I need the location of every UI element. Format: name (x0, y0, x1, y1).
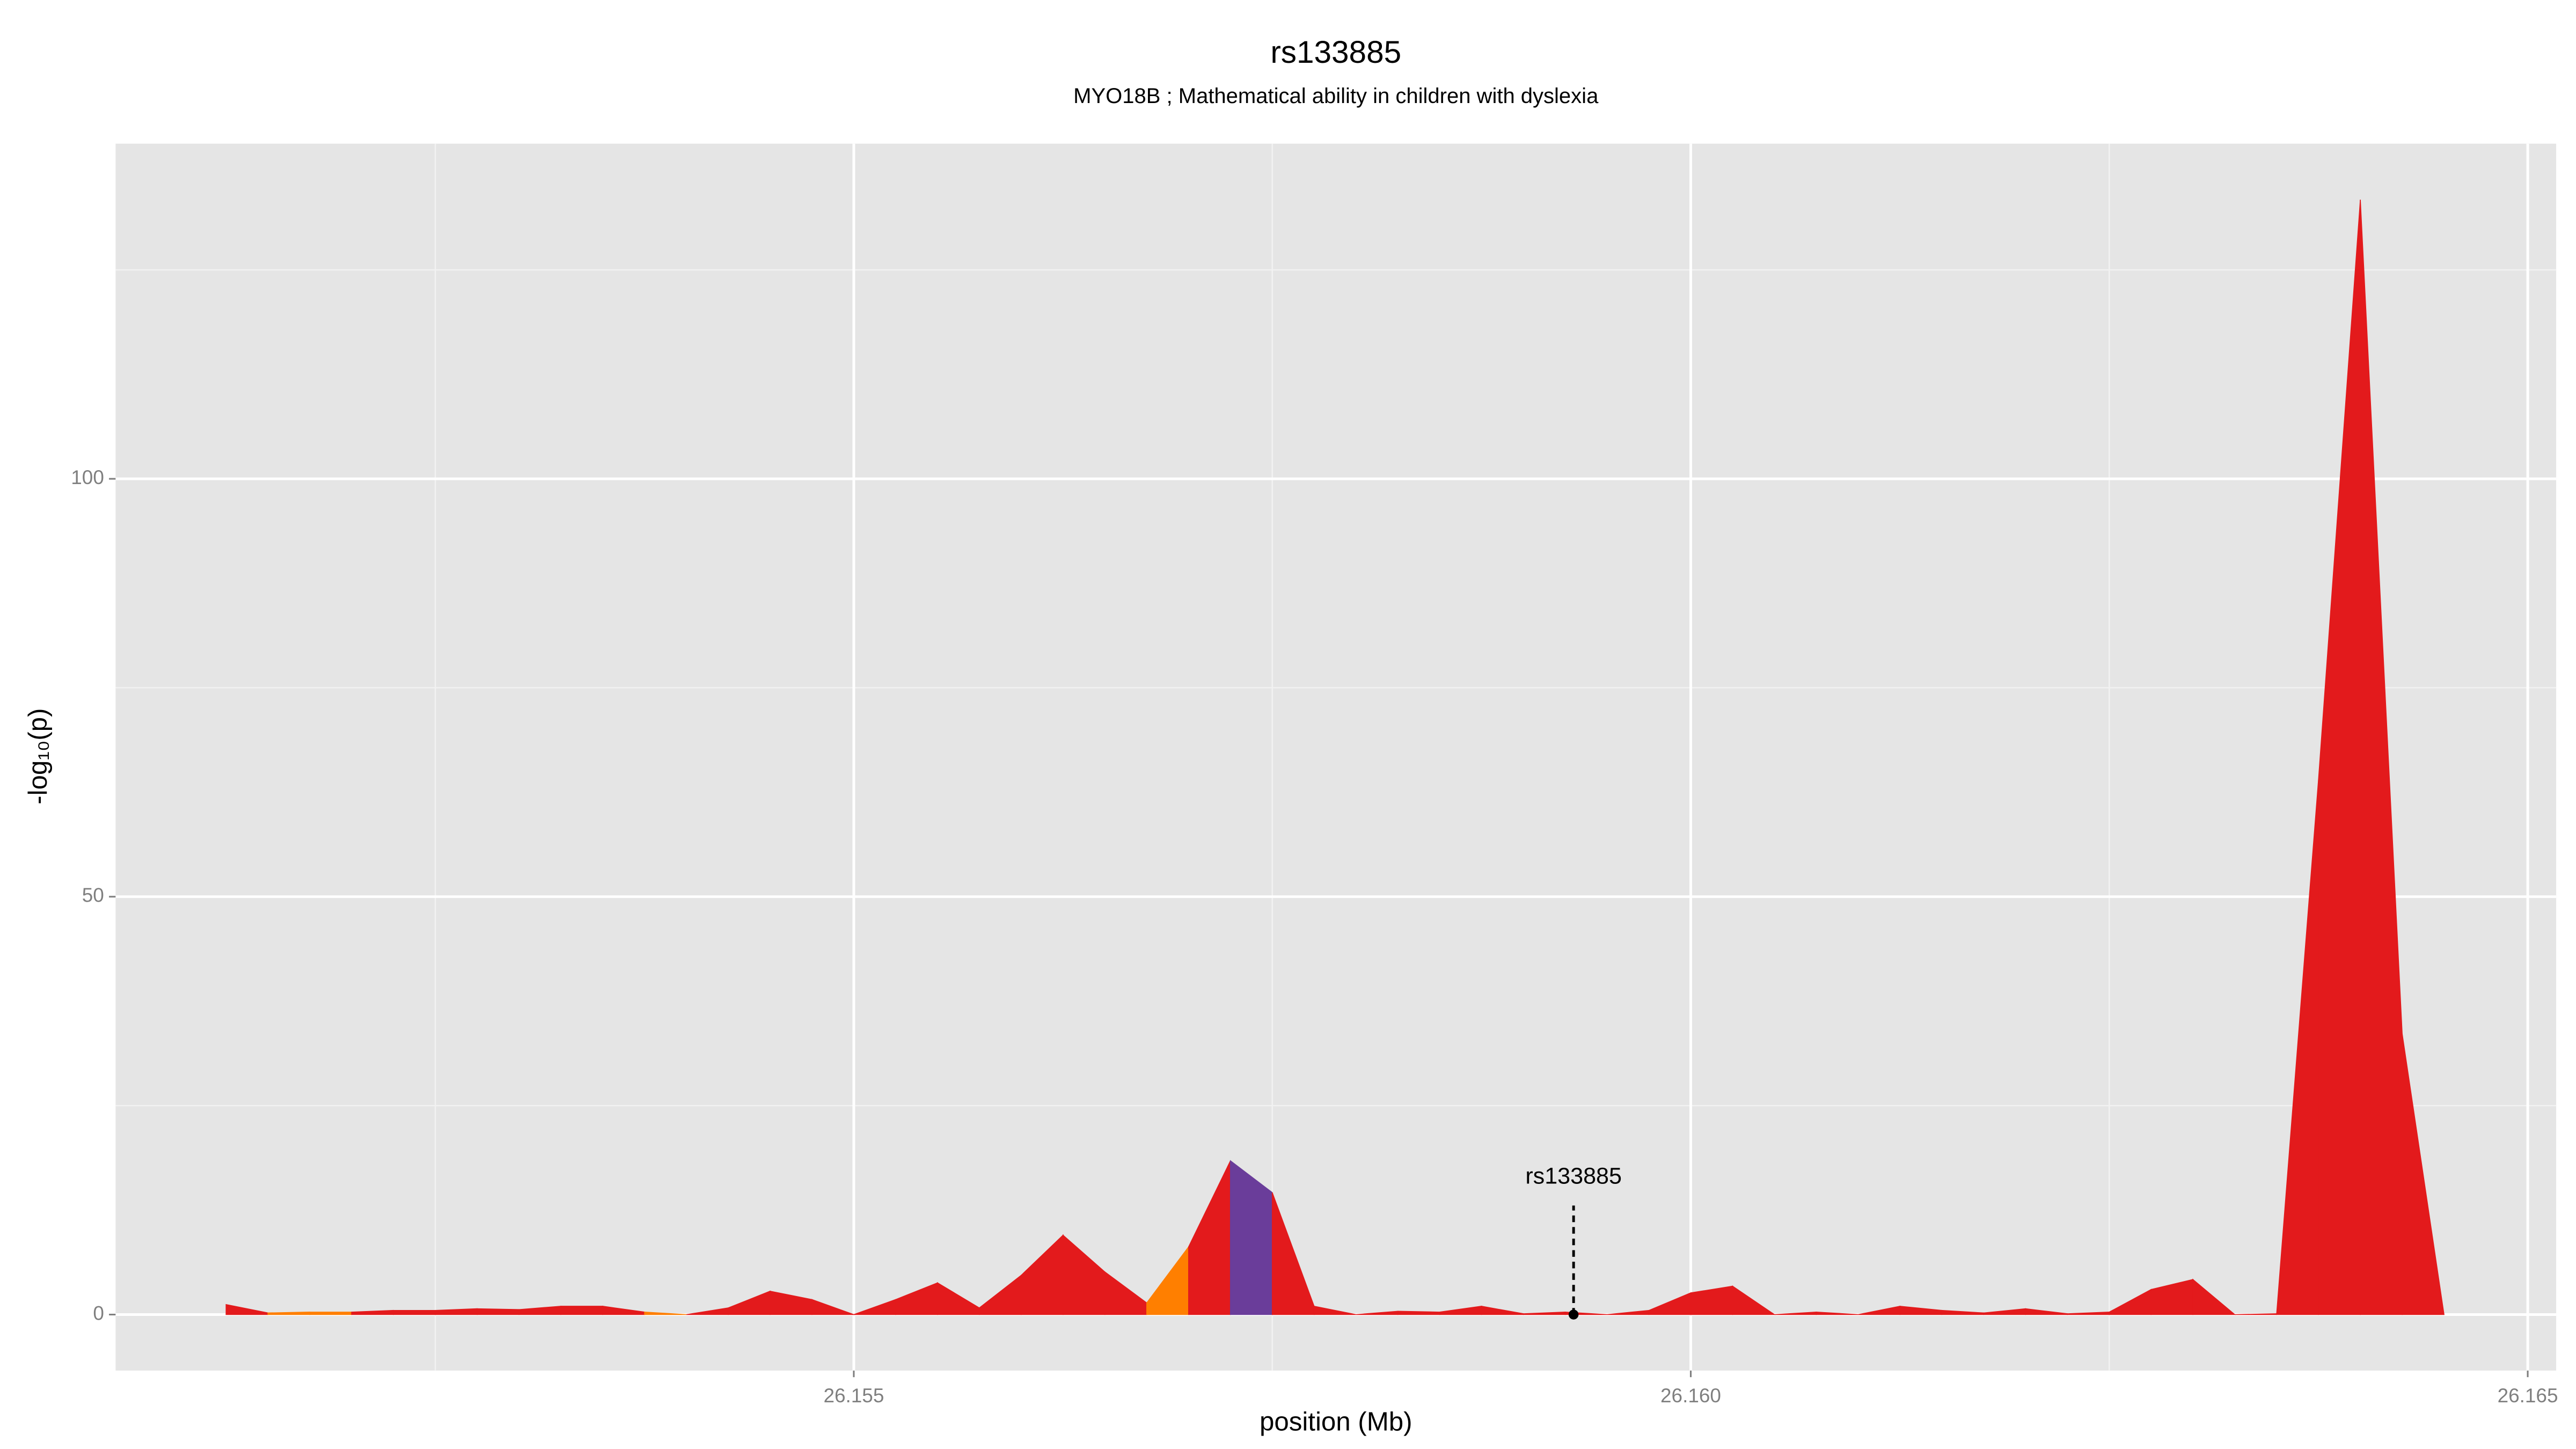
area-segment (560, 1306, 603, 1315)
area-segment (1313, 1305, 1356, 1315)
y-tick-label: 50 (82, 884, 104, 906)
area-segment (2402, 1034, 2445, 1315)
chart-subtitle: MYO18B ; Mathematical ability in childre… (1073, 84, 1599, 108)
x-tick-label: 26.155 (823, 1385, 884, 1407)
area-segment (309, 1312, 352, 1315)
area-segment (267, 1312, 310, 1315)
annotation-label: rs133885 (1525, 1163, 1622, 1189)
area-segment (644, 1312, 687, 1315)
area-segment (393, 1309, 436, 1315)
chart-title: rs133885 (1270, 35, 1401, 70)
panel (115, 143, 2557, 1371)
area-segment (1732, 1285, 1776, 1315)
area-segment (811, 1299, 854, 1315)
y-tick-label: 0 (93, 1302, 104, 1324)
y-tick-label: 100 (71, 466, 104, 488)
area-segment (477, 1308, 519, 1315)
area-segment (1816, 1312, 1858, 1315)
y-axis-label: -log₁₀(p) (23, 708, 53, 804)
x-tick-label: 26.165 (2498, 1385, 2558, 1407)
area-segment (1397, 1311, 1440, 1315)
annotation-point (1568, 1309, 1579, 1320)
area-segment (2192, 1278, 2236, 1315)
x-axis-label: position (Mb) (1260, 1407, 1412, 1436)
x-tick-label: 26.160 (1660, 1385, 1721, 1407)
